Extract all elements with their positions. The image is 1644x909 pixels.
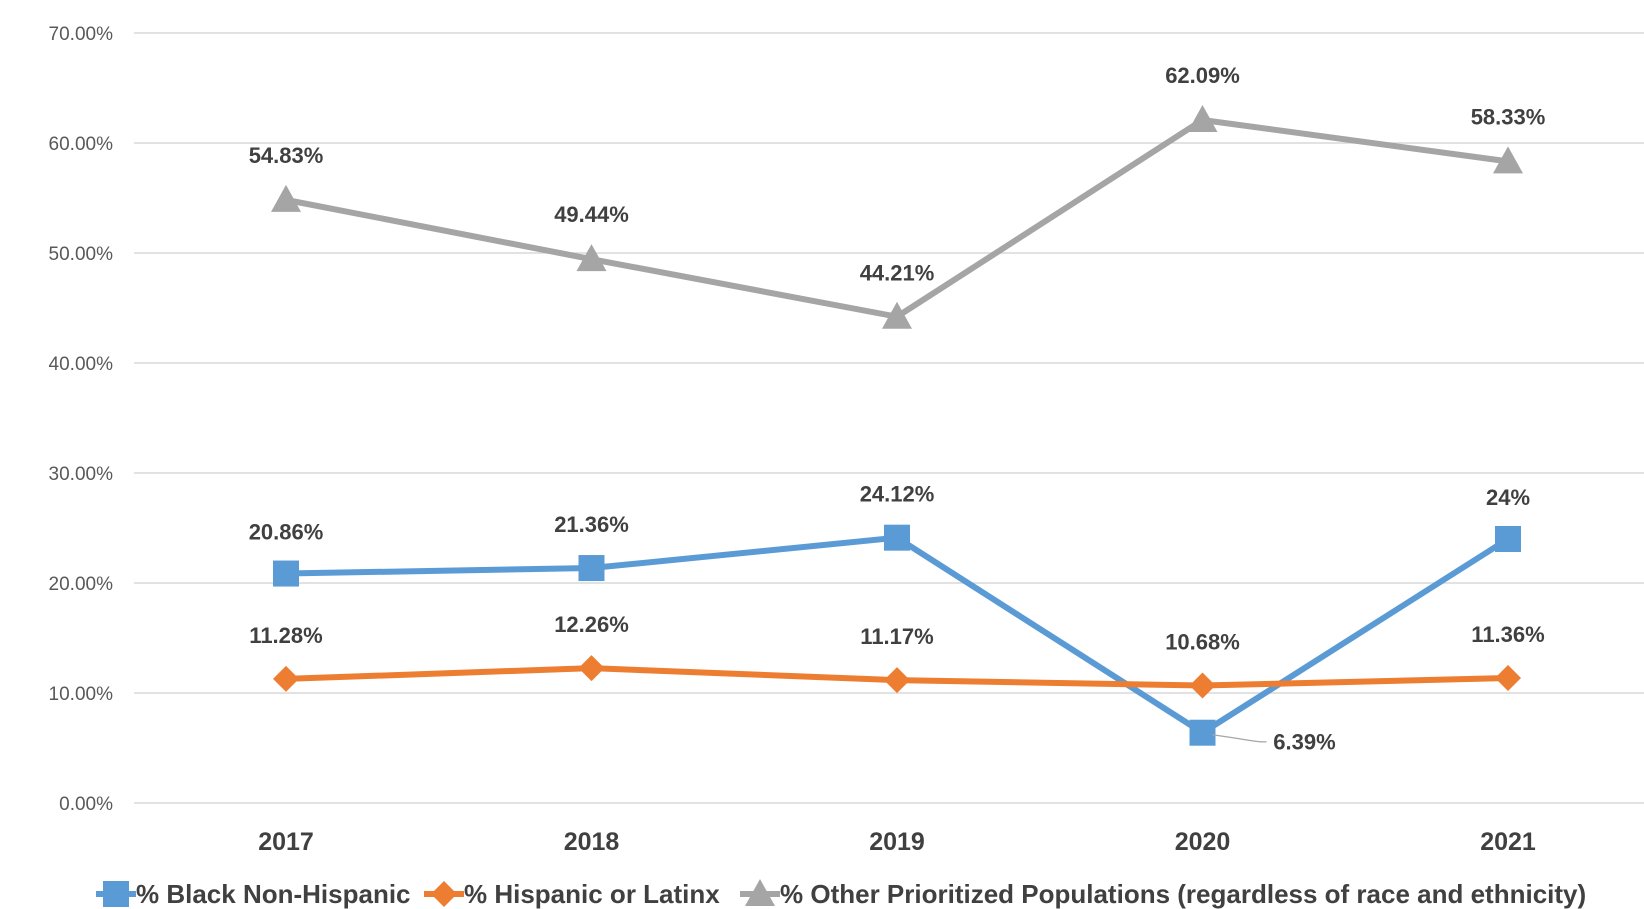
data-label: 11.17% bbox=[860, 624, 933, 649]
data-label: 21.36% bbox=[554, 512, 629, 537]
legend-item-3: % Other Prioritized Populations (regardl… bbox=[740, 879, 1586, 909]
legend-marker bbox=[431, 881, 457, 907]
data-label: 12.26% bbox=[554, 612, 629, 637]
data-labels: 20.86% 21.36% 24.12% 6.39% 24% 11.28% 12.26% 11… bbox=[249, 63, 1546, 755]
series-3 bbox=[271, 105, 1523, 329]
y-tick-label: 0.00% bbox=[59, 794, 113, 815]
y-tick-label: 30.00% bbox=[49, 464, 114, 485]
data-point bbox=[884, 524, 910, 551]
data-point bbox=[1189, 672, 1216, 699]
data-label: 62.09% bbox=[1165, 63, 1240, 88]
data-point bbox=[1187, 105, 1218, 133]
data-label: 24.12% bbox=[860, 482, 935, 507]
legend: % Black Non-Hispanic % Hispanic or Latinx… bbox=[96, 879, 1586, 909]
x-tick-label: 2021 bbox=[1480, 828, 1536, 856]
legend-item-2: % Hispanic or Latinx bbox=[424, 879, 720, 909]
legend-marker bbox=[745, 879, 775, 906]
legend-item-1: % Black Non-Hispanic bbox=[96, 879, 411, 909]
data-point bbox=[576, 244, 607, 272]
data-point bbox=[273, 560, 299, 587]
data-label: 44.21% bbox=[860, 261, 935, 286]
x-tick-label: 2019 bbox=[869, 828, 925, 856]
y-tick-label: 20.00% bbox=[49, 574, 114, 595]
legend-label: % Hispanic or Latinx bbox=[464, 879, 720, 909]
x-tick-label: 2020 bbox=[1175, 828, 1231, 856]
data-label: 10.68% bbox=[1165, 630, 1240, 655]
legend-marker bbox=[103, 881, 129, 907]
series-lines bbox=[271, 105, 1523, 746]
data-point bbox=[273, 665, 299, 692]
series-line bbox=[283, 117, 1511, 320]
data-point bbox=[1495, 665, 1521, 692]
data-point bbox=[1189, 719, 1216, 746]
data-label: 58.33% bbox=[1471, 104, 1546, 129]
series-2 bbox=[273, 655, 1521, 699]
y-tick-label: 60.00% bbox=[49, 134, 114, 155]
legend-label: % Other Prioritized Populations (regardl… bbox=[780, 879, 1586, 909]
data-label: 11.28% bbox=[249, 623, 322, 648]
data-point bbox=[882, 301, 912, 329]
leader-line bbox=[1212, 734, 1267, 743]
data-point bbox=[578, 655, 605, 682]
data-point bbox=[1493, 146, 1523, 174]
data-point bbox=[578, 555, 605, 582]
legend-label: % Black Non-Hispanic bbox=[136, 879, 411, 909]
data-label: 20.86% bbox=[249, 520, 324, 545]
x-tick-label: 2018 bbox=[564, 828, 620, 856]
data-point bbox=[1495, 526, 1521, 552]
x-axis: 2017 2018 2019 2020 2021 bbox=[258, 828, 1536, 856]
y-tick-label: 40.00% bbox=[49, 354, 114, 375]
y-tick-label: 50.00% bbox=[49, 244, 114, 265]
y-axis: 0.00% 10.00% 20.00% 30.00% 40.00% 50.00% 60.00… bbox=[49, 24, 114, 815]
data-label: 11.36% bbox=[1471, 622, 1544, 647]
data-point bbox=[271, 184, 301, 212]
data-label: 6.39% bbox=[1273, 730, 1335, 755]
gridlines bbox=[134, 32, 1644, 804]
series-1 bbox=[273, 524, 1521, 746]
data-label: 49.44% bbox=[554, 202, 629, 227]
y-tick-label: 70.00% bbox=[49, 24, 114, 45]
y-tick-label: 10.00% bbox=[49, 684, 114, 705]
data-point bbox=[884, 667, 910, 694]
data-label: 54.83% bbox=[249, 143, 324, 168]
data-label: 24% bbox=[1486, 485, 1530, 510]
x-tick-label: 2017 bbox=[258, 828, 314, 856]
